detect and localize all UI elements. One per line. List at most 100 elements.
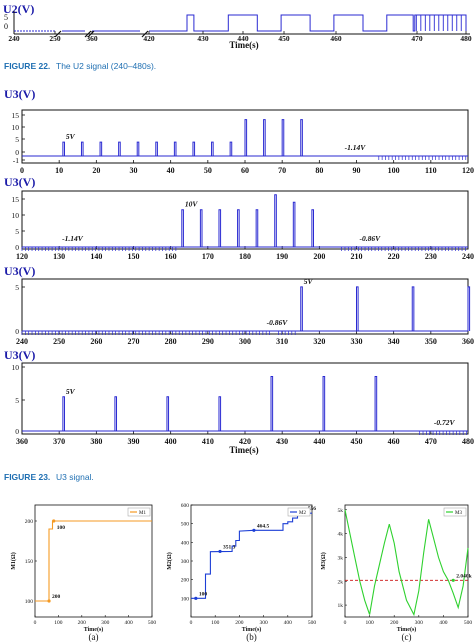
- u3-xlabel: Time(s): [229, 445, 258, 455]
- u2-x-tick-label: 360: [86, 34, 98, 43]
- memristor-annotation: 2.040k: [456, 573, 472, 579]
- u3-y-tick-label: 0: [15, 427, 19, 436]
- u3-x-tick-label: 190: [276, 252, 288, 261]
- u3-y-tick-label: 10: [12, 123, 20, 132]
- memristor-y-tick-label: 2k: [338, 579, 344, 585]
- memristor-y-tick-label: 100: [25, 599, 34, 605]
- memristor-marker: [252, 528, 256, 532]
- memristor-x-tick-label: 200: [78, 620, 87, 626]
- memristor-annotation: 464.5: [257, 523, 270, 529]
- u3-x-tick-label: 350: [425, 337, 437, 346]
- u3-x-tick-label: 260: [90, 337, 102, 346]
- u3-y-tick-label: -1: [13, 156, 19, 165]
- u3-x-tick-label: 310: [276, 337, 288, 346]
- u3-ylabel: U3(V): [4, 175, 35, 189]
- u2-x-tick-label: 440: [237, 34, 249, 43]
- u3-x-tick-label: 20: [92, 166, 100, 175]
- u3-x-tick-label: 220: [388, 252, 400, 261]
- memristor-y-tick-label: 600: [181, 503, 190, 509]
- u3-pulse: [300, 119, 303, 156]
- u3-pulse: [80, 141, 84, 156]
- u3-pulse: [181, 209, 184, 247]
- u3-pulse: [281, 119, 285, 156]
- memristor-y-tick-label: 4k: [338, 532, 344, 538]
- u3-pulse: [155, 141, 158, 156]
- u3-x-tick-label: 230: [425, 252, 437, 261]
- memristor-charts: 0 100 200 300 400 500 100 150 200 200 100 M1 Time(s)…: [10, 503, 473, 642]
- u3-y-tick-label: 15: [12, 195, 20, 204]
- u2-x-tick-label: 450: [278, 34, 290, 43]
- u3-pulse: [356, 286, 359, 331]
- u3-pulse: [199, 209, 203, 247]
- u3-y-tick-label: 0: [15, 243, 19, 252]
- memristor-x-tick-label: 100: [54, 620, 63, 626]
- memristor-series-line: [344, 509, 469, 617]
- u3-x-tick-label: 370: [53, 437, 65, 446]
- u3-pulse: [311, 209, 314, 247]
- memristor-legend-box: [127, 507, 151, 517]
- u3-x-tick-label: 90: [353, 166, 361, 175]
- u2-x-tick-label: 250: [49, 34, 61, 43]
- u3-pulse: [467, 286, 471, 331]
- memristor-series-line: [191, 512, 312, 599]
- u3-x-tick-label: 120: [16, 252, 28, 261]
- memristor-marker: [218, 549, 222, 554]
- u3-x-tick-label: 60: [241, 166, 249, 175]
- u3-x-tick-label: 270: [128, 337, 140, 346]
- u3-x-tick-label: 290: [202, 337, 214, 346]
- u2-axis-break-mark: [84, 30, 92, 38]
- memristor-annotation: 100: [199, 591, 208, 597]
- u2-x-tick-label: 480: [460, 34, 472, 43]
- u2-pulse-train: [149, 14, 467, 32]
- u3-y-tick-label: 5: [15, 396, 19, 405]
- u3-annotation: -1.14V: [62, 234, 84, 243]
- memristor-legend-label: M2: [299, 511, 306, 516]
- u3-y-tick-label: 5: [15, 135, 19, 144]
- u3-annotation: -0.86V: [267, 318, 289, 327]
- u2-x-tick-label: 240: [8, 34, 20, 43]
- memristor-ylabel: M3(Ω): [320, 552, 327, 569]
- u2-axis-break-mark: [141, 30, 149, 38]
- u3-x-tick-label: 410: [202, 437, 214, 446]
- memristor-x-tick-label: 100: [211, 620, 220, 626]
- u3-x-tick-label: 10: [55, 166, 63, 175]
- memristor-x-tick-label: 100: [365, 620, 374, 626]
- memristor-sublabel: (b): [246, 632, 257, 642]
- memristor-legend-label: M3: [455, 511, 462, 516]
- memristor-y-tick-label: 5k: [338, 508, 344, 514]
- u2-axis-break-mark: [87, 30, 95, 38]
- memristor-plot-frame: [190, 504, 313, 618]
- u3-x-tick-label: 440: [313, 437, 325, 446]
- u3-x-tick-label: 160: [165, 252, 177, 261]
- u3-x-tick-label: 380: [90, 437, 102, 446]
- u3-x-tick-label: 210: [351, 252, 363, 261]
- u3-x-tick-label: 240: [16, 337, 28, 346]
- u2-ylabel: U2(V): [3, 2, 34, 16]
- memristor-x-tick-label: 400: [124, 620, 133, 626]
- u3-x-tick-label: 0: [20, 166, 24, 175]
- memristor-x-tick-label: 500: [308, 620, 317, 626]
- u3-pulse: [274, 194, 277, 247]
- memristor-x-tick-label: 0: [190, 620, 193, 626]
- u3-x-tick-label: 340: [388, 337, 400, 346]
- u3-x-tick-label: 320: [313, 337, 325, 346]
- u3-y-tick-label: 0: [15, 148, 19, 157]
- u3-annotation: -0.72V: [434, 418, 456, 427]
- u3-pulse: [173, 141, 177, 156]
- figure22-caption-text: The U2 signal (240–480s).: [56, 61, 156, 71]
- u3-annotation: 10V: [185, 200, 199, 209]
- memristor-xlabel: Time(s): [242, 626, 262, 633]
- memristor-panel-1: 0 100 200 300 400 500 100 150 200 200 100 M1 Time(s)…: [10, 504, 156, 642]
- u3-x-tick-label: 100: [388, 166, 400, 175]
- u3-x-tick-label: 430: [276, 437, 288, 446]
- u3-pulse: [62, 396, 65, 431]
- memristor-marker: [451, 578, 455, 582]
- memristor-annotation: 351.3: [223, 544, 236, 550]
- u3-pulse: [411, 286, 415, 331]
- u3-pulse: [114, 396, 118, 431]
- u2-x-ticks: 240 250 360 420 430 440 450 460 470 480: [8, 31, 472, 43]
- u3-pulse: [255, 209, 259, 247]
